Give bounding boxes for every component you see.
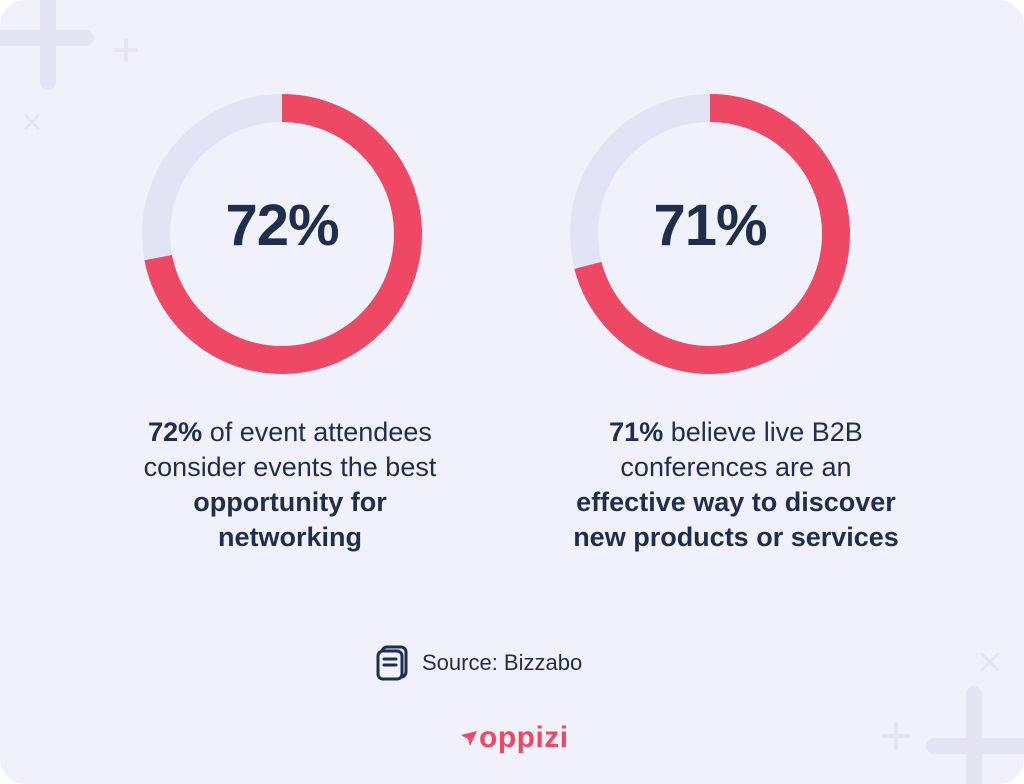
caption-highlight: opportunity for networking: [193, 487, 387, 552]
donut-chart-svg: [142, 94, 422, 374]
donut-value-segment: [574, 94, 850, 374]
donut-center-value: 71%: [653, 193, 767, 258]
paper-plane-icon: [461, 731, 477, 746]
source-note: Source: Bizzabo: [376, 645, 582, 681]
donut-chart-b2b-conferences: 71%: [568, 92, 852, 376]
caption-networking: 72% of event attendees consider events t…: [120, 415, 460, 555]
donut-chart-networking: 72%: [140, 92, 424, 376]
caption-b2b-conferences: 71% believe live B2B conferences are an …: [566, 415, 906, 555]
source-label: Source: Bizzabo: [422, 650, 583, 675]
caption-highlight: effective way to discover new products o…: [573, 487, 899, 552]
caption-highlight: 71%: [609, 417, 664, 447]
caption-text: of event attendees consider events the b…: [143, 417, 437, 482]
brand-name: oppizi: [479, 721, 569, 754]
x-small-top: [24, 114, 40, 130]
x-small-bottom: [980, 652, 1000, 672]
donut-chart-svg: [570, 94, 850, 374]
document-icon: [376, 645, 408, 681]
donut-center-value: 72%: [225, 193, 339, 258]
caption-highlight: 72%: [148, 417, 203, 447]
donut-value-segment: [144, 94, 422, 374]
caption-text: believe live B2B conferences are an: [620, 417, 863, 482]
brand-logo: oppizi: [460, 718, 569, 758]
